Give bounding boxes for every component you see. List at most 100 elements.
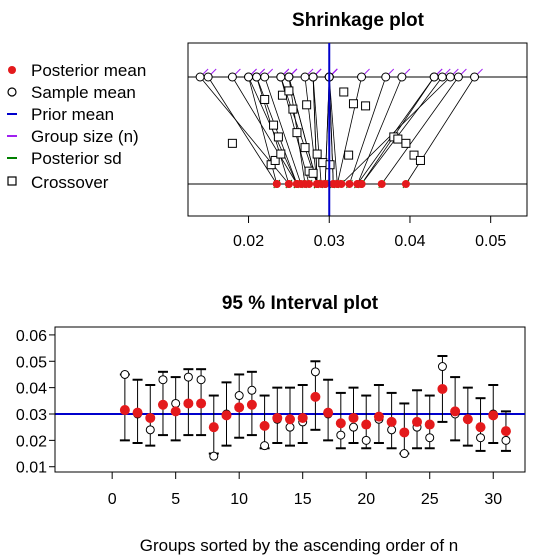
interval-posterior-mean-point — [285, 414, 295, 425]
shrinkage-connector — [232, 76, 298, 185]
interval-posterior-mean-point — [119, 405, 130, 416]
interval-sample-mean-point — [387, 425, 397, 435]
interval-posterior-mean-point — [259, 420, 270, 431]
interval-y-axis: 0.01 0.02 0.03 0.04 0.05 0.06 — [16, 328, 56, 477]
crossover-marker — [276, 149, 286, 159]
shrinkage-connectors — [199, 76, 475, 185]
shrinkage-connector — [312, 76, 322, 185]
shrinkage-title: Shrinkage plot — [292, 10, 425, 31]
sample-mean-point — [203, 72, 213, 82]
interval-sample-mean-point — [234, 391, 244, 401]
interval-sample-mean-point — [171, 398, 181, 408]
interval-posterior-mean-point — [234, 402, 245, 413]
sample-mean-point — [445, 72, 455, 82]
crossover-marker — [308, 168, 318, 178]
interval-sample-mean-point — [285, 422, 295, 432]
legend-sample-mean-marker — [7, 87, 17, 97]
interval-sample-mean-point — [145, 425, 155, 435]
posterior-mean-point — [345, 180, 354, 188]
interval-posterior-mean-point — [272, 412, 283, 423]
interval-posterior-mean-point — [183, 398, 194, 409]
sample-mean-point — [437, 72, 447, 82]
interval-sample-mean-point — [183, 372, 193, 382]
posterior-mean-point — [292, 180, 301, 188]
interval-x-tick-label: 5 — [171, 491, 180, 508]
crossover-marker — [273, 132, 283, 142]
crossover-marker — [348, 99, 358, 109]
sample-mean-point — [453, 72, 463, 82]
interval-sample-mean-point — [260, 441, 270, 451]
sample-mean-point — [397, 72, 407, 82]
interval-posterior-mean-point — [373, 411, 384, 422]
posterior-mean-point — [272, 180, 281, 188]
crossover-marker — [288, 104, 298, 114]
interval-posterior-mean-point — [170, 406, 181, 417]
legend-crossover-label: Crossover — [31, 173, 109, 192]
interval-sample-mean-point — [209, 451, 219, 461]
sample-mean-point — [244, 72, 254, 82]
interval-posterior-mean-point — [412, 416, 423, 427]
sample-mean-point — [357, 72, 367, 82]
posterior-mean-point — [301, 180, 310, 188]
interval-y-tick-label: 0.06 — [16, 328, 47, 345]
interval-posterior-mean-point — [488, 410, 499, 421]
sample-mean-point — [470, 72, 480, 82]
shrinkage-connector — [288, 76, 318, 185]
interval-title: 95 % Interval plot — [222, 293, 379, 314]
shrinkage-panel: Shrinkage plot Posterior mean Sample mea… — [7, 10, 528, 250]
interval-sample-mean-point — [437, 362, 447, 372]
sample-mean-points — [195, 72, 480, 82]
sample-mean-point — [276, 72, 286, 82]
interval-sample-mean-point — [501, 435, 511, 445]
crossover-marker — [292, 128, 302, 138]
interval-posterior-mean-point — [450, 406, 461, 417]
sample-mean-point — [284, 72, 294, 82]
interval-sample-mean-point — [310, 367, 320, 377]
interval-sample-mean-point — [120, 369, 130, 379]
legend-sample-mean-label: Sample mean — [31, 83, 136, 102]
legend-posterior-mean-marker — [8, 66, 16, 74]
interval-x-axis: 0 5 10 15 20 25 30 — [108, 471, 502, 508]
sample-mean-point — [300, 72, 310, 82]
posterior-mean-point — [321, 180, 330, 188]
legend-crossover-marker — [7, 176, 17, 186]
sample-mean-point — [252, 72, 262, 82]
interval-posterior-mean-point — [246, 399, 257, 410]
crossover-marker — [227, 138, 237, 148]
crossover-marker — [284, 86, 294, 96]
interval-posterior-mean-point — [145, 412, 156, 423]
shrinkage-connector — [207, 76, 278, 185]
shrinkage-connector — [361, 76, 443, 185]
crossover-marker — [339, 87, 349, 97]
posterior-mean-point — [377, 180, 386, 188]
interval-x-tick-label: 15 — [294, 491, 312, 508]
sample-mean-point — [260, 72, 270, 82]
legend-posterior-sd-label: Posterior sd — [31, 149, 122, 168]
interval-sample-mean-point — [196, 375, 206, 385]
crossover-marker — [415, 155, 425, 165]
interval-y-tick-label: 0.02 — [16, 433, 47, 450]
sample-mean-point — [381, 72, 391, 82]
interval-posterior-mean-point — [335, 418, 346, 429]
shrinkage-connector — [328, 76, 338, 185]
interval-y-tick-label: 0.05 — [16, 354, 47, 371]
interval-sample-mean-point — [158, 375, 168, 385]
interval-posterior-mean-point — [132, 407, 143, 418]
interval-sample-mean-point — [349, 422, 359, 432]
interval-posterior-mean-point — [221, 410, 232, 421]
shrinkage-connector — [357, 76, 403, 185]
interval-sample-mean-point — [361, 435, 371, 445]
shrinkage-plot-box — [187, 42, 528, 217]
posterior-mean-point — [333, 180, 342, 188]
interval-posterior-mean-point — [297, 412, 308, 423]
crossover-marker — [361, 101, 371, 111]
legend: Posterior mean Sample mean Prior mean Gr… — [7, 61, 146, 192]
shrinkage-x-axis: 0.02 0.03 0.04 0.05 — [233, 215, 506, 250]
sample-mean-point — [227, 72, 237, 82]
posterior-mean-point — [401, 180, 410, 188]
shrinkage-connector — [357, 76, 435, 185]
sample-mean-point — [308, 72, 318, 82]
interval-sample-mean-point — [476, 433, 486, 443]
shrinkage-connector — [312, 76, 318, 185]
